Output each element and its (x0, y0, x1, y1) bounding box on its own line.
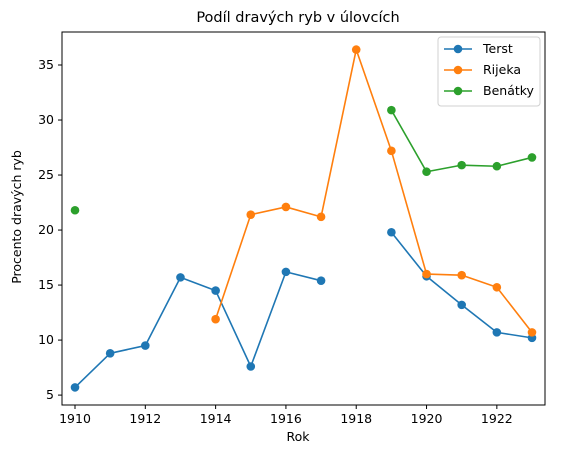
legend-item-terst: Terst (444, 41, 513, 56)
data-point-terst (281, 267, 291, 277)
x-tick-label: 1914 (200, 411, 232, 426)
data-point-rijeka (351, 45, 361, 54)
data-point-rijeka (316, 212, 326, 222)
y-tick-label: 5 (46, 387, 54, 402)
data-point-rijeka (211, 314, 220, 324)
x-tick-label: 1922 (481, 411, 513, 426)
data-point-benatky (457, 160, 466, 170)
y-tick-label: 35 (38, 57, 54, 72)
legend-item-benatky: Benátky (444, 83, 535, 98)
y-tick-label: 30 (38, 112, 54, 127)
data-point-rijeka (527, 328, 537, 337)
data-point-terst (246, 362, 256, 371)
data-point-terst (105, 348, 115, 358)
x-axis-label: Rok (286, 429, 310, 444)
y-axis-label: Procento dravých ryb (9, 150, 24, 284)
data-point-benatky (387, 105, 396, 115)
series-terst (70, 227, 537, 392)
chart-title: Podíl dravých ryb v úlovcích (196, 10, 399, 26)
legend-marker-rijeka (453, 65, 463, 75)
data-point-benatky (70, 205, 80, 215)
plot-frame (61, 31, 546, 406)
data-point-rijeka (246, 210, 256, 219)
data-point-rijeka (281, 202, 291, 212)
x-tick-label: 1912 (129, 411, 161, 426)
data-point-terst (387, 227, 396, 237)
y-tick-label: 15 (38, 277, 54, 292)
legend-box (437, 36, 541, 107)
data-point-benatky (422, 167, 431, 177)
data-point-benatky (527, 153, 537, 162)
data-point-terst (316, 276, 326, 285)
data-point-rijeka (457, 270, 466, 280)
x-tick-label: 1910 (59, 411, 91, 426)
data-point-rijeka (422, 269, 431, 279)
y-tick-label: 10 (38, 332, 54, 347)
series-line-terst (390, 231, 533, 339)
x-axis-ticks: 1910 1912 1914 1916 1918 1920 1922 (59, 405, 513, 426)
legend-items: Terst Rijeka Benátky (444, 41, 535, 98)
y-tick-label: 25 (38, 167, 54, 182)
legend-marker-benatky (453, 86, 463, 96)
data-point-terst (457, 300, 466, 310)
data-point-rijeka (387, 146, 396, 156)
legend-item-rijeka: Rijeka (444, 62, 521, 77)
legend-marker-terst (453, 44, 463, 54)
data-point-terst (141, 341, 150, 350)
data-point-terst (70, 383, 80, 392)
data-point-terst (176, 273, 185, 282)
plot-layer (70, 45, 537, 392)
y-tick-label: 20 (38, 222, 54, 237)
series-rijeka (211, 45, 537, 337)
legend-label-benatky: Benátky (483, 83, 535, 98)
x-tick-label: 1920 (411, 411, 443, 426)
series-line-terst (74, 271, 322, 389)
data-point-benatky (492, 161, 502, 171)
x-tick-label: 1918 (340, 411, 372, 426)
series-line-rijeka (214, 48, 533, 334)
data-point-terst (211, 286, 220, 295)
legend-label-rijeka: Rijeka (483, 62, 521, 77)
y-axis-ticks: 5 10 15 20 25 30 35 (38, 57, 62, 402)
data-point-terst (492, 328, 502, 337)
legend: Terst Rijeka Benátky (437, 36, 541, 107)
x-tick-label: 1916 (270, 411, 302, 426)
data-point-rijeka (492, 282, 502, 292)
series-benatky (70, 105, 537, 215)
legend-label-terst: Terst (482, 41, 513, 56)
